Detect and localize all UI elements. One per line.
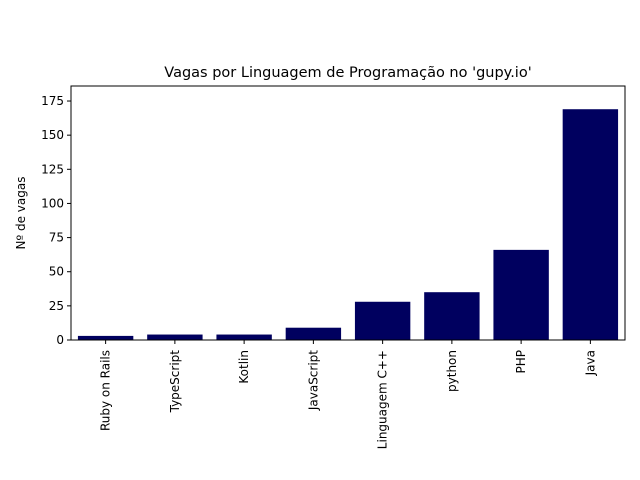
bar: [562, 109, 619, 340]
y-tick-label: 150: [41, 128, 64, 142]
x-tick-label: TypeScript: [168, 350, 182, 414]
y-tick-label: 50: [49, 265, 64, 279]
y-tick-label: 100: [41, 196, 64, 210]
bar: [216, 334, 272, 340]
x-tick-label: PHP: [514, 350, 528, 374]
x-tick-label: Linguagem C++: [376, 350, 390, 449]
bar: [354, 301, 411, 340]
bars-group: [77, 109, 619, 340]
x-tick-label: python: [445, 350, 459, 392]
y-tick-label: 75: [49, 231, 64, 245]
bar: [424, 292, 480, 340]
y-axis-ticks: 0 25 50 75 100 125 150 175: [41, 94, 71, 347]
y-tick-label: 175: [41, 94, 64, 108]
y-tick-label: 0: [56, 333, 64, 347]
y-axis-label: Nº de vagas: [14, 177, 28, 250]
x-tick-label: Java: [583, 350, 597, 376]
x-tick-label: JavaScript: [306, 350, 320, 411]
x-axis-ticks: Ruby on Rails TypeScript Kotlin JavaScript L…: [99, 340, 597, 449]
chart-title: Vagas por Linguagem de Programação no 'g…: [164, 65, 531, 81]
bar: [493, 249, 549, 340]
x-tick-label: Kotlin: [237, 350, 251, 384]
bar: [285, 327, 342, 340]
bar: [77, 335, 134, 340]
y-tick-label: 25: [49, 299, 64, 313]
plot-area-frame: [70, 85, 626, 341]
y-tick-label: 125: [41, 162, 64, 176]
x-tick-label: Ruby on Rails: [99, 350, 113, 431]
bar: [147, 334, 203, 340]
